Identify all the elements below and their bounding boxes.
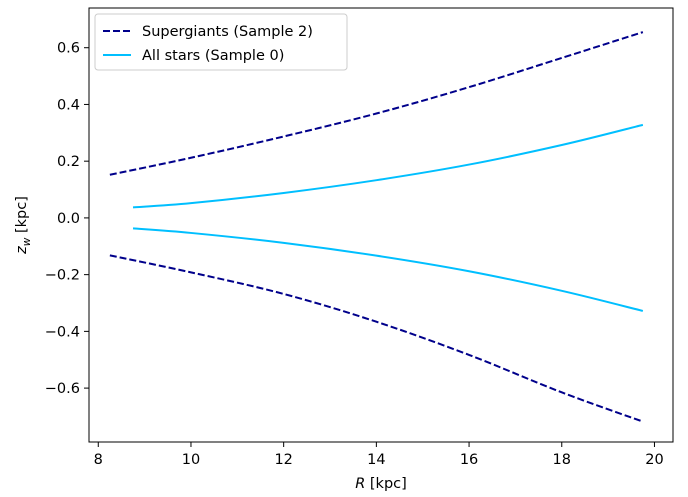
x-axis-label: R [kpc] <box>355 476 407 492</box>
legend-label-supergiants: Supergiants (Sample 2) <box>142 24 313 40</box>
series-supergiants-lower-line <box>109 254 644 423</box>
x-tick-label: 10 <box>182 452 200 468</box>
legend: Supergiants (Sample 2) All stars (Sample… <box>94 13 348 71</box>
x-tick-label: 20 <box>645 452 663 468</box>
y-tick-label: 0.2 <box>57 154 80 170</box>
x-tick-label: 16 <box>460 452 478 468</box>
x-tick-label: 18 <box>553 452 571 468</box>
axis-ticks: 8 10 12 14 16 18 20 −0.6 −0.4 −0.2 0.0 0.2 0.4 0.6 <box>45 41 664 468</box>
plot-frame <box>88 7 674 443</box>
x-tick-label: 12 <box>274 452 292 468</box>
plot-lines <box>109 31 644 423</box>
y-tick-label: 0.6 <box>57 41 80 57</box>
series-supergiants-upper-line <box>109 31 644 176</box>
y-tick-label: −0.2 <box>45 268 80 284</box>
series-all-stars-upper-line <box>132 123 644 209</box>
y-tick-label: 0.4 <box>57 97 80 113</box>
legend-box <box>94 13 348 71</box>
legend-label-all-stars: All stars (Sample 0) <box>142 48 284 64</box>
series-all-stars-lower-line <box>132 227 644 312</box>
plot-area <box>89 8 673 442</box>
x-tick-label: 14 <box>367 452 385 468</box>
y-axis-label: zw [kpc] <box>14 196 33 255</box>
y-tick-label: −0.4 <box>45 324 80 340</box>
x-tick-label: 8 <box>94 452 103 468</box>
y-tick-label: −0.6 <box>45 381 80 397</box>
y-tick-label: 0.0 <box>57 211 80 227</box>
